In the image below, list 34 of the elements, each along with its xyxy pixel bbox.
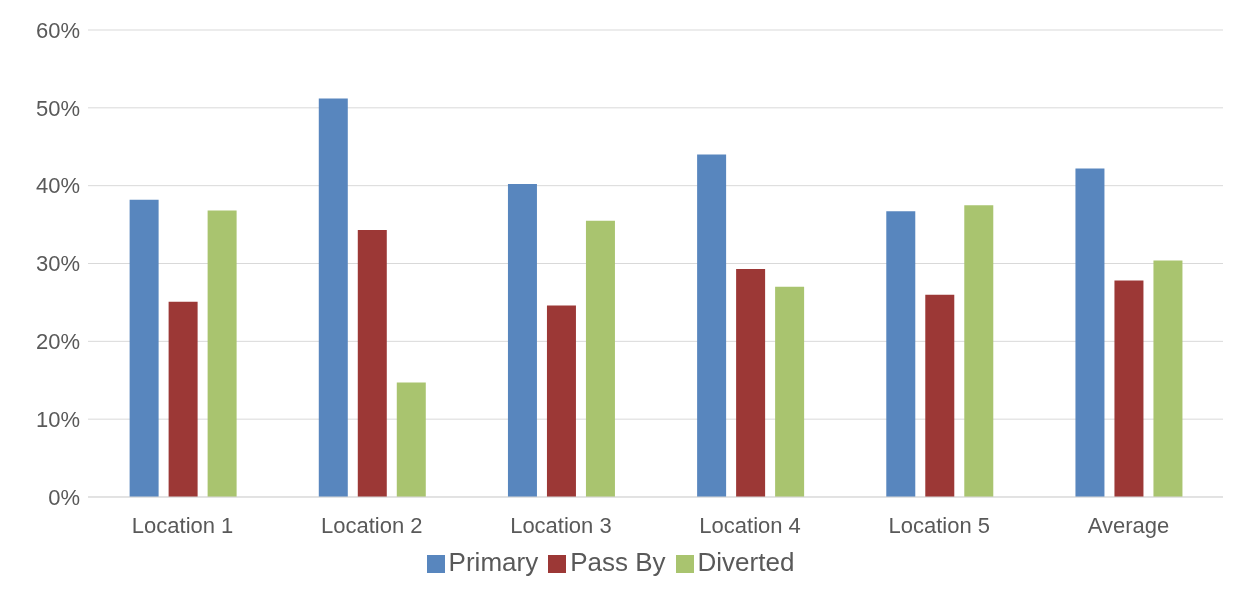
bar	[736, 268, 766, 497]
y-tick-label: 10%	[35, 406, 80, 432]
bar	[1153, 260, 1183, 497]
bar	[357, 230, 387, 497]
bar	[585, 220, 615, 497]
y-tick-label: 30%	[35, 251, 80, 277]
y-tick-label: 40%	[35, 173, 80, 199]
legend-label: Diverted	[697, 547, 795, 577]
bar	[396, 382, 426, 497]
legend-label: Pass By	[570, 547, 666, 577]
x-tick-label: Location 3	[510, 512, 612, 538]
y-tick-label: 50%	[35, 95, 80, 121]
y-tick-label: 60%	[35, 17, 80, 43]
bar	[168, 301, 198, 497]
bar	[507, 184, 537, 497]
bar	[775, 286, 805, 497]
x-tick-label: Average	[1087, 512, 1170, 538]
bar	[207, 210, 237, 497]
x-tick-label: Location 2	[320, 512, 423, 538]
legend-label: Primary	[448, 547, 539, 577]
y-tick-label: 20%	[35, 329, 80, 355]
bar	[318, 98, 348, 497]
bar	[1114, 280, 1144, 497]
y-tick-label: 0%	[48, 484, 80, 510]
x-tick-label: Location 5	[888, 512, 991, 538]
x-tick-label: Location 1	[131, 512, 234, 538]
bar	[964, 205, 994, 497]
bar	[886, 211, 916, 497]
bar	[129, 199, 159, 497]
bar	[1075, 168, 1105, 497]
bar	[546, 305, 576, 497]
bar	[925, 294, 955, 497]
bar	[697, 154, 727, 497]
x-tick-label: Location 4	[699, 512, 801, 538]
